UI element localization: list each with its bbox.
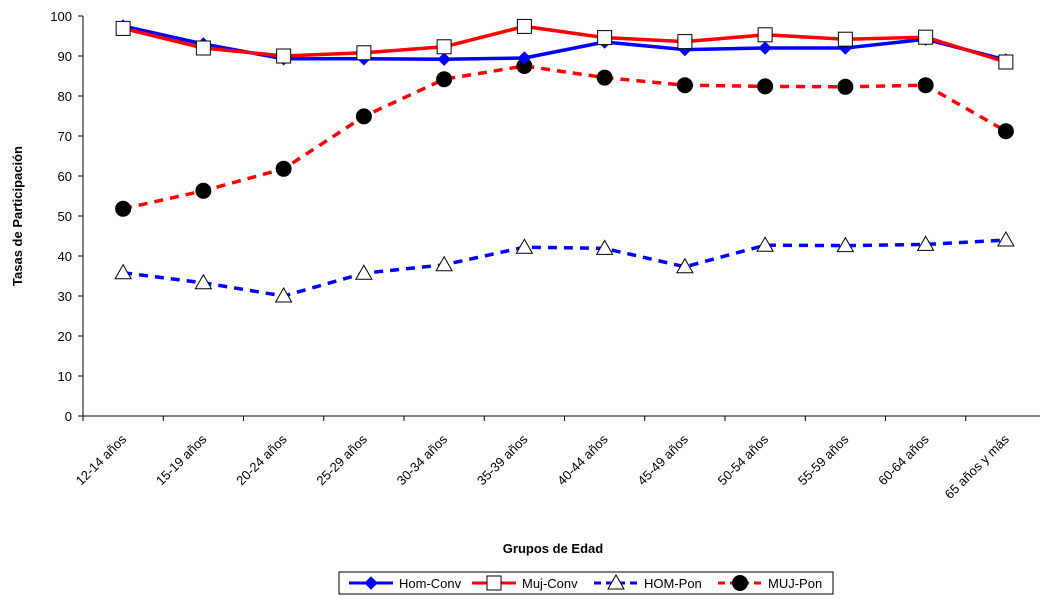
legend-box: [338, 571, 834, 595]
y-tick-label: 70: [58, 129, 72, 144]
legend-swatch-marker: [486, 575, 502, 591]
y-tick-label: 0: [65, 409, 72, 424]
data-point: [595, 239, 614, 255]
data-point: [355, 108, 372, 125]
legend-swatch-marker: [607, 573, 625, 590]
x-tick-label: 15-19 años: [153, 431, 210, 488]
data-point: [276, 48, 292, 64]
data-point: [676, 77, 693, 94]
series-layer: [114, 18, 1015, 303]
y-ticks: 0 10 20 30 40 50 60 70 80 90 100: [50, 9, 83, 424]
data-point: [194, 273, 213, 290]
data-point: [437, 52, 451, 66]
data-point: [435, 255, 453, 272]
legend: Hom-Conv Muj-Conv HOM-Pon MUJ-Pon: [338, 571, 834, 595]
series-line: [122, 238, 1006, 298]
data-point: [918, 29, 934, 45]
legend-label: MUJ-Pon: [768, 576, 822, 591]
x-tick-label: 65 años y más: [942, 431, 1013, 502]
x-tick-label: 20-24 años: [233, 431, 290, 488]
y-tick-label: 100: [50, 9, 72, 24]
data-point: [114, 263, 132, 280]
data-point: [676, 257, 694, 274]
data-point: [516, 18, 532, 34]
x-tick-label: 50-54 años: [715, 431, 772, 488]
x-tick-label: 40-44 años: [554, 431, 611, 488]
y-tick-label: 40: [58, 249, 72, 264]
x-tick-label: 35-39 años: [474, 431, 531, 488]
legend-label: Muj-Conv: [522, 576, 578, 591]
series-muj-pon: [115, 58, 1014, 217]
data-point: [195, 182, 212, 199]
y-tick-label: 10: [58, 369, 72, 384]
legend-label: HOM-Pon: [644, 576, 702, 591]
y-tick-label: 20: [58, 329, 72, 344]
data-point: [115, 20, 131, 36]
series-hom-conv: [116, 19, 1013, 67]
y-tick-label: 60: [58, 169, 72, 184]
series-muj-conv: [115, 18, 1014, 70]
x-ticks: 12-14 años 15-19 años 20-24 años 25-29 años…: [73, 416, 1013, 502]
data-point: [195, 40, 211, 56]
legend-swatch-marker: [364, 576, 378, 590]
data-point: [917, 77, 934, 94]
data-point: [757, 27, 773, 43]
data-point: [517, 51, 532, 65]
y-tick-label: 80: [58, 89, 72, 104]
series-line: [122, 64, 1007, 211]
data-point: [997, 123, 1014, 140]
y-axis-title: Tasas de Participación: [10, 146, 25, 286]
data-point: [597, 30, 613, 46]
x-axis-title: Grupos de Edad: [503, 541, 603, 556]
x-tick-label: 12-14 años: [73, 431, 130, 488]
y-tick-label: 30: [58, 289, 72, 304]
axes: [82, 16, 1040, 417]
x-tick-label: 60-64 años: [875, 431, 932, 488]
data-point: [837, 78, 854, 95]
series-hom-pon: [114, 230, 1015, 303]
data-point: [596, 69, 613, 86]
data-point: [275, 160, 292, 177]
x-tick-label: 30-34 años: [394, 431, 451, 488]
data-point: [274, 286, 293, 303]
legend-label: Hom-Conv: [399, 576, 462, 591]
data-point: [836, 236, 855, 253]
y-tick-label: 90: [58, 49, 72, 64]
data-point: [436, 39, 452, 55]
data-point: [436, 71, 453, 88]
data-point: [837, 31, 853, 47]
data-point: [756, 236, 774, 252]
data-point: [997, 230, 1015, 247]
data-point: [356, 45, 372, 61]
legend-swatch-marker: [732, 575, 748, 591]
data-point: [115, 200, 132, 217]
data-point: [998, 54, 1014, 70]
x-tick-label: 45-49 años: [634, 431, 691, 488]
data-point: [677, 34, 693, 50]
y-tick-label: 50: [58, 209, 72, 224]
data-point: [515, 238, 534, 254]
x-tick-label: 55-59 años: [795, 431, 852, 488]
x-tick-label: 25-29 años: [313, 431, 370, 488]
data-point: [355, 264, 373, 280]
series-line: [122, 24, 1007, 64]
data-point: [916, 235, 935, 251]
data-point: [757, 78, 774, 95]
data-point: [758, 41, 772, 55]
